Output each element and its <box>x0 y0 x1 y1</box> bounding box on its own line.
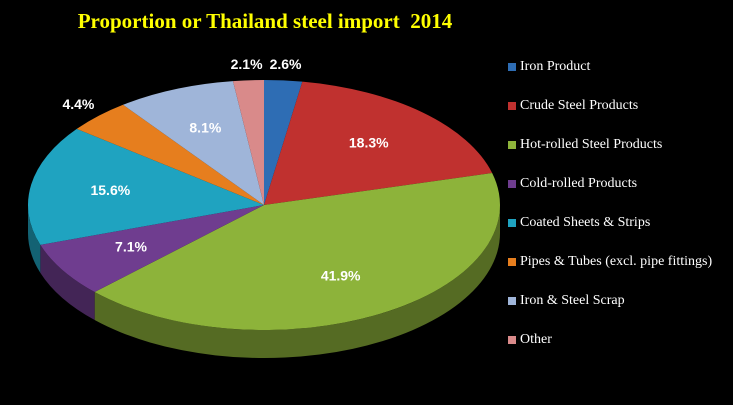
legend-item: Iron & Steel Scrap <box>508 292 723 331</box>
legend-item: Pipes & Tubes (excl. pipe fittings) <box>508 253 723 292</box>
legend-swatch <box>508 297 516 305</box>
slice <box>264 81 493 205</box>
legend-swatch <box>508 102 516 110</box>
slice <box>123 81 265 205</box>
legend-swatch <box>508 63 516 71</box>
value-label: 15.6% <box>90 182 130 198</box>
slice <box>232 80 264 205</box>
slice <box>40 205 265 293</box>
slice <box>28 128 264 245</box>
legend-swatch <box>508 141 516 149</box>
legend-label: Hot-rolled Steel Products <box>520 137 663 152</box>
legend-swatch <box>508 258 516 266</box>
chart-title: Proportion or Thailand steel import 2014 <box>78 9 453 33</box>
legend-swatch <box>508 219 516 227</box>
legend-swatch <box>508 336 516 344</box>
slice <box>94 172 500 331</box>
legend-item: Other <box>508 331 723 370</box>
value-label: 41.9% <box>321 268 361 284</box>
value-label: 2.6% <box>270 56 302 72</box>
slice <box>264 80 303 205</box>
slice-side <box>40 244 95 321</box>
legend-item: Crude Steel Products <box>508 97 723 136</box>
legend-swatch <box>508 180 516 188</box>
value-label: 4.4% <box>62 96 94 112</box>
legend-label: Coated Sheets & Strips <box>520 215 651 230</box>
legend-label: Crude Steel Products <box>520 98 639 113</box>
slice <box>76 104 265 205</box>
slice-side <box>28 205 41 273</box>
value-label: 18.3% <box>349 135 389 151</box>
value-label: 8.1% <box>189 119 221 135</box>
legend-label: Pipes & Tubes (excl. pipe fittings) <box>520 254 713 269</box>
legend-item: Iron Product <box>508 58 723 97</box>
legend-item: Coated Sheets & Strips <box>508 214 723 253</box>
legend-label: Iron & Steel Scrap <box>520 293 625 308</box>
legend: Iron Product Crude Steel Products Hot-roll… <box>508 58 723 370</box>
legend-label: Other <box>520 332 552 347</box>
legend-label: Cold-rolled Products <box>520 176 638 191</box>
value-label: 7.1% <box>115 239 147 255</box>
legend-item: Cold-rolled Products <box>508 175 723 214</box>
slice-side <box>94 205 500 358</box>
value-label: 2.1% <box>231 56 263 72</box>
legend-label: Iron Product <box>520 59 591 74</box>
legend-item: Hot-rolled Steel Products <box>508 136 723 175</box>
